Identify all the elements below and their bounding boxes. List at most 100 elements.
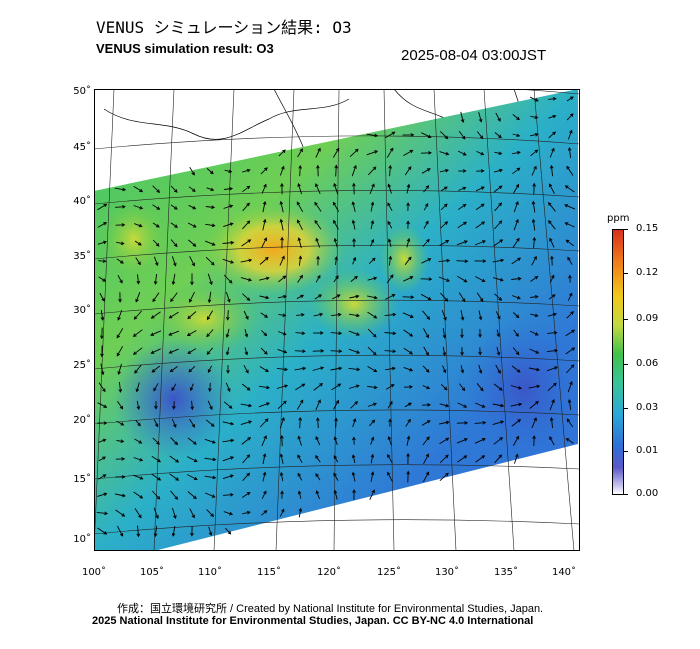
wind-vector-arrow	[331, 383, 341, 391]
wind-vector-arrow	[151, 473, 161, 481]
wind-vector-arrow	[388, 239, 392, 247]
wind-vector-head	[102, 438, 107, 443]
wind-vector-arrow	[423, 203, 429, 211]
wind-vector-head	[121, 475, 126, 479]
wind-vector-head	[227, 530, 232, 535]
wind-vector-arrow	[384, 313, 396, 317]
wind-vector-head	[425, 453, 429, 458]
wind-vector-arrow	[348, 313, 360, 317]
wind-vector-arrow	[531, 417, 537, 429]
wind-vector-arrow	[116, 420, 124, 426]
wind-vector-head	[136, 533, 141, 538]
wind-vector-head	[153, 533, 158, 538]
wind-vector-head	[464, 421, 469, 425]
wind-vector-head	[351, 471, 356, 476]
wind-vector-head	[515, 333, 519, 337]
wind-vector-arrow	[261, 435, 267, 447]
wind-vector-head	[206, 333, 210, 338]
wind-vector-arrow	[243, 364, 249, 374]
wind-vector-head	[150, 332, 155, 336]
wind-vector-arrow	[333, 473, 339, 481]
wind-vector-arrow	[529, 401, 539, 409]
wind-vector-arrow	[169, 348, 179, 354]
wind-vector-arrow	[532, 201, 536, 213]
wind-vector-arrow	[370, 239, 374, 247]
wind-vector-head	[315, 417, 320, 421]
wind-vector-arrow	[186, 456, 198, 462]
wind-vector-arrow	[151, 365, 161, 373]
wind-vector-arrow	[388, 436, 392, 446]
wind-vector-head	[279, 218, 284, 223]
wind-vector-head	[463, 278, 468, 283]
wind-vector-head	[211, 494, 216, 498]
wind-vector-head	[156, 495, 161, 500]
wind-vector-head	[103, 240, 107, 245]
wind-vector-arrow	[244, 329, 248, 337]
wind-vector-arrow	[548, 98, 556, 100]
wind-vector-arrow	[333, 400, 339, 410]
wind-vector-arrow	[403, 276, 413, 282]
wind-vector-arrow	[276, 385, 288, 389]
wind-vector-arrow	[171, 418, 177, 428]
wind-vector-arrow	[457, 150, 467, 156]
wind-vector-head	[426, 385, 431, 390]
wind-vector-head	[461, 387, 466, 392]
wind-vector-head	[517, 150, 521, 155]
lat-label-35: 35˚	[73, 251, 91, 262]
wind-vector-arrow	[531, 166, 537, 176]
wind-vector-head	[171, 532, 176, 537]
wind-vector-arrow	[492, 420, 504, 426]
wind-vector-head	[301, 312, 305, 317]
wind-vector-arrow	[117, 309, 123, 321]
wind-vector-arrow	[352, 418, 356, 428]
wind-vector-arrow	[152, 204, 160, 210]
wind-vector-head	[302, 366, 307, 371]
wind-vector-arrow	[97, 241, 107, 245]
wind-vector-arrow	[206, 329, 214, 337]
wind-vector-arrow	[421, 168, 431, 174]
wind-vector-head	[406, 470, 410, 475]
wind-vector-arrow	[170, 490, 178, 500]
wind-vector-head	[212, 457, 217, 462]
wind-vector-arrow	[223, 274, 233, 284]
lat-label-20: 20˚	[73, 415, 91, 426]
wind-vector-arrow	[439, 472, 449, 482]
wind-vector-arrow	[151, 311, 161, 319]
wind-vector-head	[298, 164, 303, 169]
wind-vector-head	[517, 419, 522, 423]
lon-label-110: 110˚	[197, 567, 223, 578]
wind-vector-arrow	[205, 419, 215, 427]
wind-vector-arrow	[513, 454, 519, 464]
wind-vector-arrow	[297, 473, 303, 481]
wind-vector-arrow	[259, 366, 269, 372]
wind-vector-head	[246, 185, 251, 190]
wind-vector-head	[571, 347, 576, 351]
wind-vector-arrow	[385, 294, 395, 300]
wind-vector-arrow	[512, 347, 520, 355]
wind-vector-head	[174, 224, 178, 228]
wind-vector-head	[387, 238, 392, 243]
wind-vector-head	[552, 114, 557, 119]
wind-vector-arrow	[511, 419, 521, 427]
wind-vector-arrow	[334, 238, 338, 248]
wind-vector-arrow	[478, 364, 482, 374]
wind-vector-head	[228, 405, 233, 409]
wind-vector-arrow	[207, 365, 213, 373]
wind-vector-arrow	[297, 148, 303, 158]
wind-vector-head	[209, 281, 213, 286]
timestamp: 2025-08-04 03:00JST	[401, 47, 547, 64]
wind-vector-arrow	[370, 202, 374, 212]
wind-vector-arrow	[207, 273, 213, 285]
o3-concentration-map	[94, 89, 580, 551]
wind-vector-arrow	[566, 311, 574, 319]
wind-vector-arrow	[258, 277, 270, 281]
wind-vector-head	[388, 255, 393, 260]
wind-vector-head	[496, 351, 501, 356]
wind-vector-head	[282, 149, 286, 154]
wind-vector-head	[532, 182, 536, 187]
wind-vector-arrow	[187, 348, 197, 354]
wind-vector-arrow	[458, 130, 466, 140]
wind-vector-head	[117, 371, 121, 376]
wind-vector-head	[315, 436, 319, 440]
wind-vector-arrow	[261, 237, 267, 249]
